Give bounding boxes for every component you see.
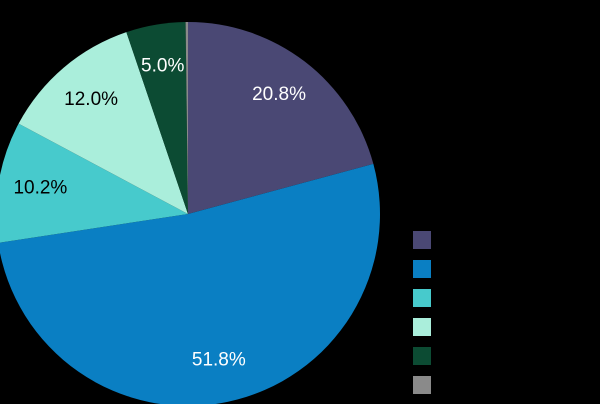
data-label: 10.2%: [13, 178, 67, 199]
pie-slice: [185, 22, 188, 214]
legend-swatch: [413, 376, 431, 394]
pie-slice: [18, 32, 189, 215]
pie-slice: [0, 163, 380, 404]
pie-slice: [126, 22, 188, 214]
data-label: 51.8%: [192, 350, 246, 371]
legend-swatch: [413, 347, 431, 365]
data-label: 20.8%: [252, 84, 306, 105]
legend-swatch: [413, 231, 431, 249]
pie-slice: [188, 22, 374, 214]
data-label: 12.0%: [64, 89, 118, 110]
legend-swatch: [413, 289, 431, 307]
data-label: 5.0%: [141, 55, 184, 76]
pie-slice: [0, 123, 188, 243]
legend-swatch: [413, 260, 431, 278]
legend-swatch: [413, 318, 431, 336]
